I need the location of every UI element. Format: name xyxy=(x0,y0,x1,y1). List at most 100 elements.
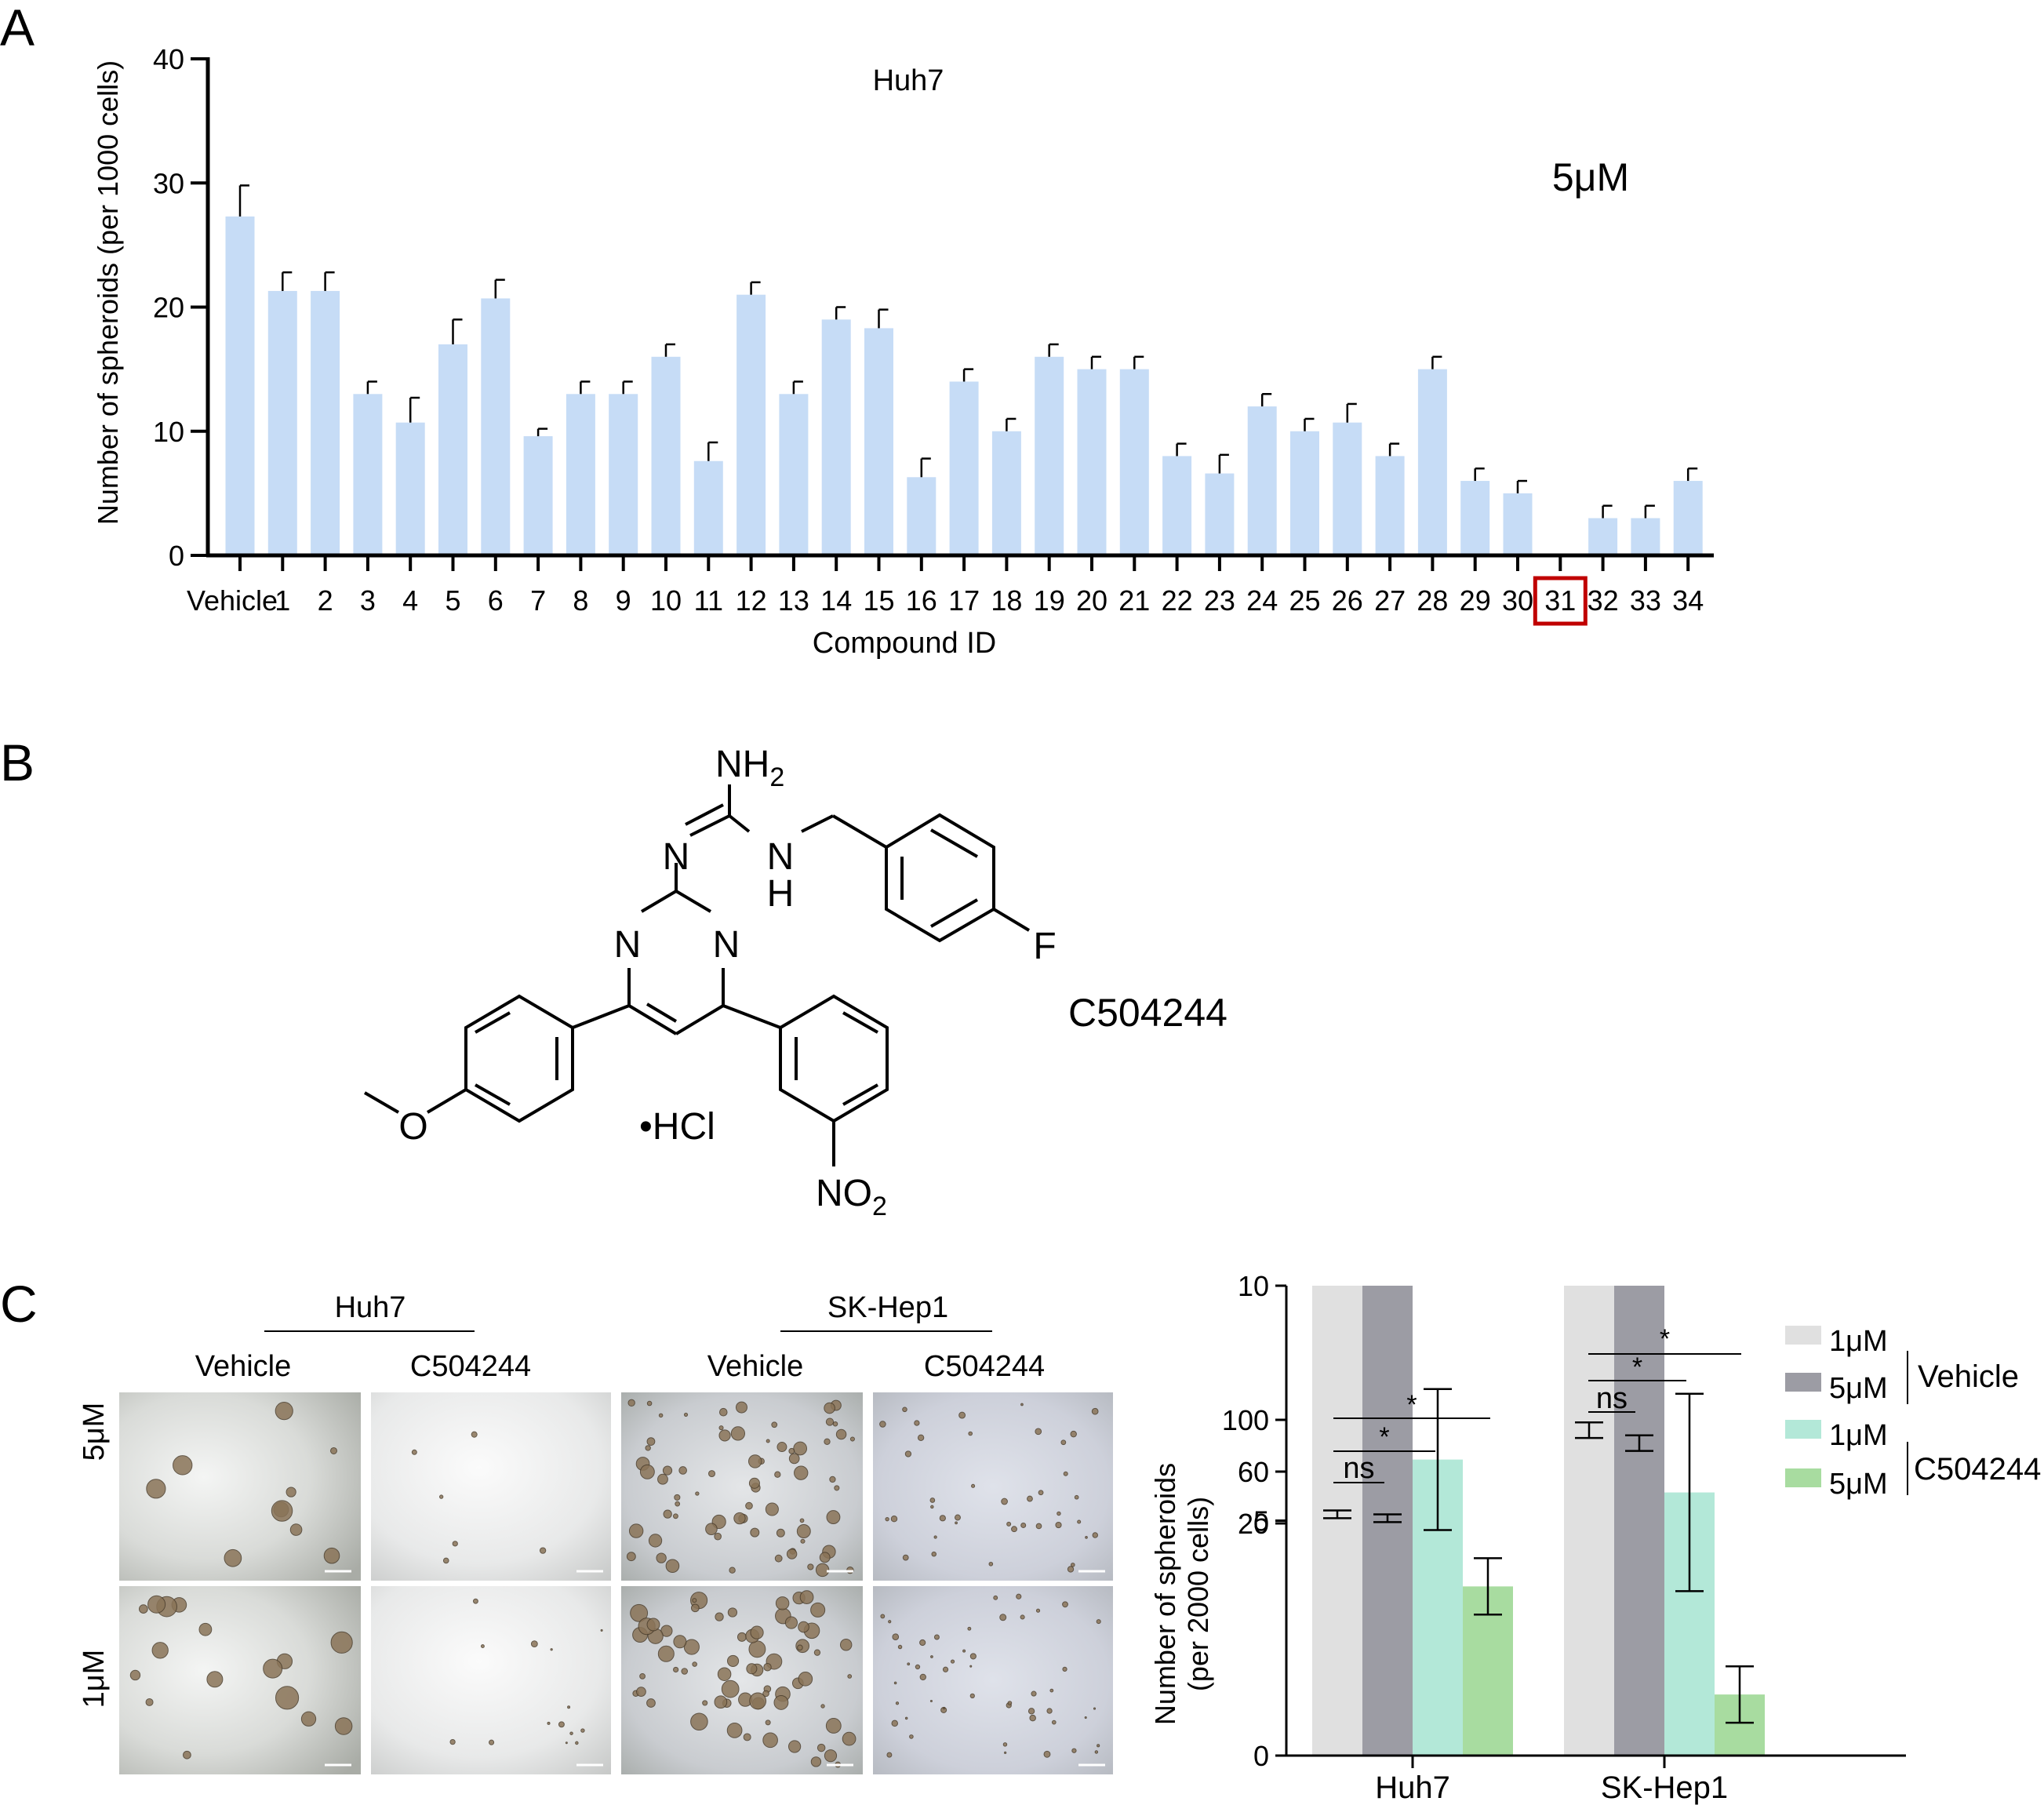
spheroid-7-23 xyxy=(1049,1688,1054,1693)
bar-29 xyxy=(1460,481,1490,555)
spheroid-2-14 xyxy=(657,1473,668,1485)
spheroid-1-2 xyxy=(442,1557,449,1564)
panel-label-a: A xyxy=(0,0,35,56)
bar-3 xyxy=(353,394,383,555)
atom-n-imine: N xyxy=(663,836,690,878)
spheroid-2-68 xyxy=(646,1437,656,1446)
spheroid-6-61 xyxy=(692,1661,697,1667)
spheroid-7-39 xyxy=(967,1626,972,1631)
spheroid-3-38 xyxy=(914,1420,920,1426)
spheroid-7-33 xyxy=(1007,1701,1013,1705)
chart-a-ylabel: Number of spheroids (per 1000 cells) xyxy=(92,60,124,525)
spheroid-3-6 xyxy=(988,1561,994,1567)
spheroid-3-22 xyxy=(1035,1428,1042,1436)
spheroid-6-53 xyxy=(797,1644,803,1651)
bar-26 xyxy=(1333,422,1362,555)
spheroid-7-25 xyxy=(1093,1707,1097,1710)
bar-24 xyxy=(1247,406,1277,555)
x-tick-label-1: 1 xyxy=(275,584,290,617)
sig-label-SK-Hep1-4: * xyxy=(1632,1352,1642,1382)
micrograph-panel: Huh7 SK-Hep1 Vehicle C504244 Vehicle C50… xyxy=(78,1291,1113,1774)
spheroid-7-11 xyxy=(933,1634,940,1640)
x-tick-label-10: 10 xyxy=(650,584,682,617)
x-tick-label-13: 13 xyxy=(778,584,809,617)
spheroid-7-28 xyxy=(1035,1608,1041,1613)
chart-c-legend: 1μM 5μM 1μM 5μM Vehicle C504244 xyxy=(1785,1325,2041,1501)
spheroid-6-7 xyxy=(736,1632,747,1642)
spheroid-0-5 xyxy=(275,1402,293,1421)
spheroid-6-68 xyxy=(646,1618,660,1632)
spheroid-3-14 xyxy=(939,1515,946,1522)
micrograph-huh7-c504244-5um xyxy=(371,1392,611,1581)
spheroid-2-46 xyxy=(705,1523,718,1535)
spheroid-6-26 xyxy=(630,1603,649,1622)
bar-33 xyxy=(1631,518,1660,555)
bar-23 xyxy=(1205,473,1235,555)
spheroid-6-52 xyxy=(673,1635,687,1649)
spheroid-2-36 xyxy=(747,1454,762,1468)
spheroid-6-37 xyxy=(820,1704,825,1709)
legend-label-Vehicle-1μM: 1μM xyxy=(1829,1325,1888,1358)
spheroid-3-18 xyxy=(904,1450,912,1457)
column-label-vehicle-2: Vehicle xyxy=(707,1350,804,1383)
spheroid-2-4 xyxy=(745,1501,753,1510)
spheroid-3-31 xyxy=(1060,1439,1067,1446)
spheroid-3-39 xyxy=(1091,1407,1099,1415)
x-tick-label-27: 27 xyxy=(1374,584,1406,617)
spheroid-6-49 xyxy=(714,1695,728,1709)
spheroid-1-0 xyxy=(452,1541,458,1547)
spheroid-3-1 xyxy=(1027,1495,1033,1502)
spheroid-2-13 xyxy=(849,1436,855,1442)
bar-14 xyxy=(821,319,851,555)
spheroid-4-9 xyxy=(275,1686,300,1710)
x-tick-label-3: 3 xyxy=(360,584,376,617)
spheroid-0-4 xyxy=(173,1455,193,1476)
x-tick-label-5: 5 xyxy=(445,584,460,617)
spheroid-3-21 xyxy=(917,1434,925,1441)
x-tick-label-11: 11 xyxy=(694,584,723,617)
compound-name: C504244 xyxy=(1068,991,1227,1035)
spheroid-5-10 xyxy=(558,1721,565,1728)
spheroid-6-16 xyxy=(639,1672,646,1679)
spheroid-6-35 xyxy=(750,1625,764,1639)
spheroid-2-1 xyxy=(774,1554,783,1563)
spheroid-3-26 xyxy=(1001,1497,1008,1505)
y-tick-label-lower-10: 10 xyxy=(1238,1270,1269,1302)
spheroid-7-17 xyxy=(1043,1750,1051,1758)
bar-upper-SK-Hep1-Vehicle-1μM xyxy=(1564,1430,1614,1523)
x-tick-label-2: 2 xyxy=(318,584,333,617)
spheroid-6-44 xyxy=(690,1603,700,1613)
legend-label-C504244-1μM: 1μM xyxy=(1829,1419,1888,1452)
bar-16 xyxy=(907,477,937,555)
x-tick-label-14: 14 xyxy=(820,584,852,617)
spheroid-2-29 xyxy=(735,1401,747,1414)
x-tick-label-19: 19 xyxy=(1034,584,1065,617)
spheroid-6-27 xyxy=(817,1743,826,1752)
spheroid-2-6 xyxy=(765,1502,779,1516)
legend-label-C504244-5μM: 5μM xyxy=(1829,1468,1888,1501)
spheroid-7-12 xyxy=(1046,1708,1053,1714)
y-tick-label-lower-0: 0 xyxy=(1253,1740,1269,1772)
spheroid-2-31 xyxy=(824,1402,835,1414)
spheroid-2-49 xyxy=(774,1471,781,1478)
salt-label: •HCl xyxy=(639,1106,715,1148)
x-tick-label-20: 20 xyxy=(1076,584,1107,617)
x-tick-label-12: 12 xyxy=(736,584,767,617)
spheroid-3-8 xyxy=(1077,1519,1082,1524)
spheroid-2-62 xyxy=(834,1485,840,1491)
structure-atom-labels: NH2 N N H N N F O •HCl NO2 xyxy=(398,744,1056,1221)
spheroid-7-9 xyxy=(893,1681,897,1685)
x-tick-label-15: 15 xyxy=(863,584,894,617)
x-tick-label-29: 29 xyxy=(1460,584,1491,617)
spheroid-2-2 xyxy=(662,1465,673,1476)
spheroid-6-21 xyxy=(762,1690,769,1698)
spheroid-2-56 xyxy=(835,1428,847,1440)
spheroid-0-6 xyxy=(224,1548,242,1567)
chart-a: Huh7 5μM Number of spheroids (per 1000 c… xyxy=(92,43,1714,660)
x-tick-label-18: 18 xyxy=(991,584,1022,617)
spheroid-2-55 xyxy=(646,1400,653,1407)
spheroid-0-7 xyxy=(146,1479,166,1499)
spheroid-2-67 xyxy=(627,1399,635,1407)
spheroid-3-35 xyxy=(1063,1471,1068,1476)
spheroid-3-25 xyxy=(955,1521,958,1525)
